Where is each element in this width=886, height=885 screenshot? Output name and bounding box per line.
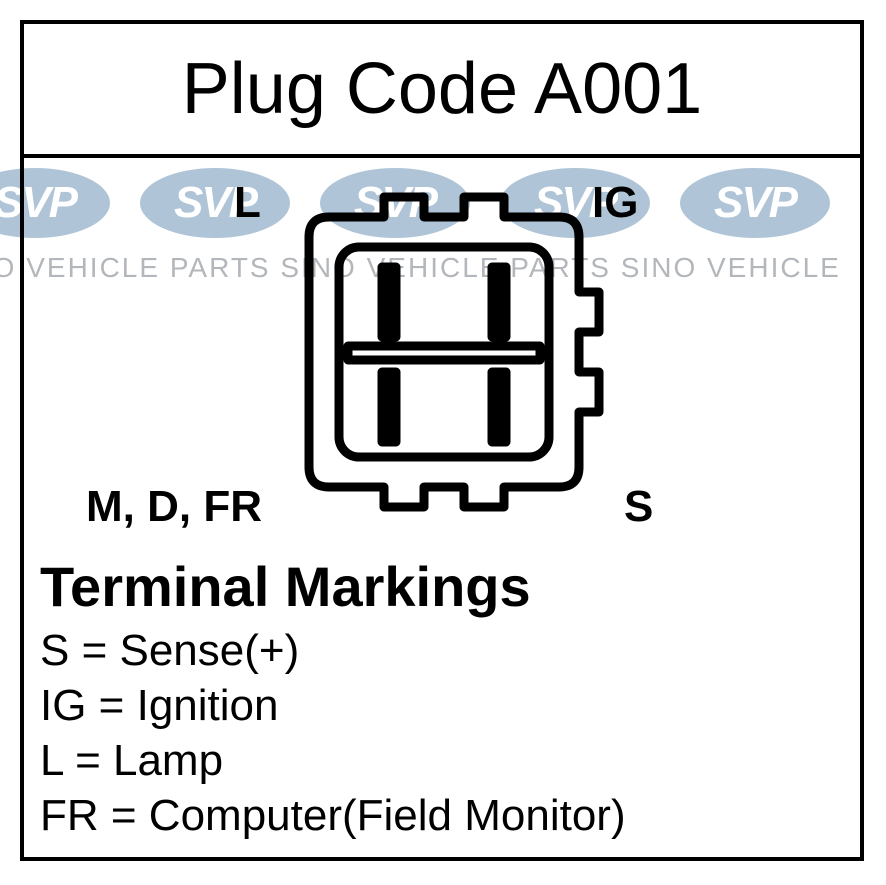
title-text: Plug Code A001: [182, 48, 702, 130]
pin-label-bottom-left: M, D, FR: [86, 482, 262, 532]
page-root: SVPSVPSVPSVPSVP SINO VEHICLE PARTS SINO …: [0, 0, 886, 885]
pin-label-top-left: L: [234, 178, 261, 228]
terminal-markings-line: L = Lamp: [40, 733, 844, 788]
terminal-markings-line: IG = Ignition: [40, 678, 844, 733]
connector-diagram-icon: [274, 182, 614, 522]
terminal-markings-line: FR = Computer(Field Monitor): [40, 788, 844, 843]
terminal-markings-line: S = Sense(+): [40, 623, 844, 678]
outer-frame: Plug Code A001: [20, 20, 864, 861]
title-band: Plug Code A001: [24, 24, 860, 158]
content-area: L IG M, D, FR S Terminal Markings S = Se…: [24, 158, 860, 857]
pin-label-top-right: IG: [592, 178, 638, 228]
connector-area: L IG M, D, FR S: [24, 158, 860, 528]
terminal-markings-block: Terminal Markings S = Sense(+)IG = Ignit…: [40, 554, 844, 843]
pin-label-bottom-right: S: [624, 482, 653, 532]
terminal-markings-lines: S = Sense(+)IG = IgnitionL = LampFR = Co…: [40, 623, 844, 843]
terminal-markings-heading: Terminal Markings: [40, 554, 844, 619]
